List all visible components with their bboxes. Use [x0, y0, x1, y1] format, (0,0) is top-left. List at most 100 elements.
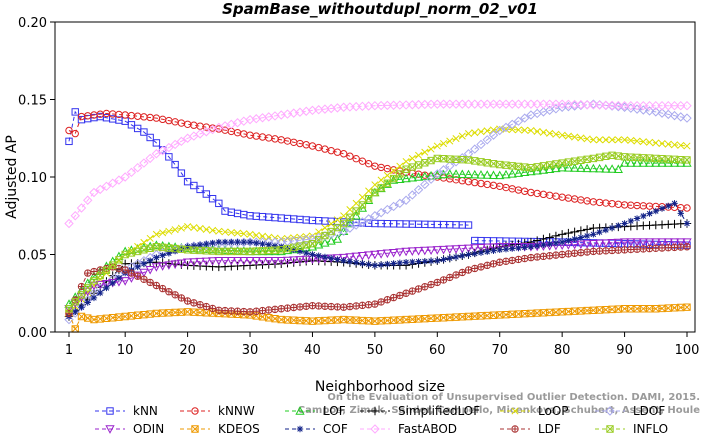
- data-point-fastabod: [370, 100, 380, 111]
- data-point-ldf: [552, 251, 560, 259]
- data-point-ldof: [663, 109, 673, 120]
- data-point-odin: [619, 238, 630, 247]
- data-point-ldof: [420, 179, 430, 190]
- data-point-odin: [601, 239, 611, 248]
- data-point-fastabod: [594, 100, 605, 110]
- data-point-lof: [576, 163, 586, 172]
- data-point-ldof: [357, 217, 368, 227]
- data-point-knnw: [321, 145, 329, 153]
- x-tick-label: 1: [65, 343, 73, 358]
- data-point-inflo: [570, 157, 579, 165]
- data-point-odin: [251, 257, 261, 266]
- data-point-inflo: [71, 298, 79, 306]
- data-point-fastabod: [669, 100, 680, 111]
- data-point-fastabod: [145, 153, 155, 164]
- data-point-inflo: [377, 184, 385, 192]
- data-point-odin: [151, 263, 162, 272]
- data-point-ldf: [446, 273, 454, 282]
- data-point-knn: [464, 221, 473, 229]
- data-point-loop: [614, 136, 622, 144]
- data-point-fastabod: [76, 203, 87, 213]
- legend-label-fastabod: FastABOD: [398, 422, 457, 434]
- data-point-ldf: [558, 250, 566, 259]
- legend-marker-simplifiedlof: [370, 406, 380, 416]
- data-point-simplifiedlof: [570, 227, 579, 237]
- data-point-odin: [363, 251, 374, 260]
- data-point-cof: [253, 239, 260, 247]
- data-point-odin: [632, 238, 642, 247]
- data-point-loop: [371, 181, 379, 189]
- data-point-cof: [465, 251, 472, 258]
- data-point-odin: [445, 245, 455, 255]
- data-point-inflo: [96, 271, 104, 280]
- data-point-inflo: [558, 159, 566, 167]
- data-point-ldf: [84, 269, 92, 277]
- data-point-inflo: [564, 158, 573, 166]
- data-point-fastabod: [64, 218, 74, 229]
- data-point-inflo: [408, 163, 417, 171]
- data-point-fastabod: [476, 99, 486, 109]
- data-point-ldf: [489, 260, 498, 268]
- data-point-inflo: [364, 195, 373, 203]
- data-point-ldof: [370, 211, 380, 221]
- data-point-kdeos: [115, 313, 123, 321]
- data-point-odin: [638, 238, 648, 247]
- data-point-fastabod: [507, 99, 517, 109]
- data-point-fastabod: [70, 211, 80, 221]
- data-point-loop: [652, 139, 660, 147]
- data-point-ldf: [483, 261, 491, 269]
- data-point-ldf: [90, 267, 98, 276]
- data-point-odin: [120, 277, 130, 286]
- data-point-odin: [164, 261, 174, 270]
- data-point-cof: [515, 244, 522, 252]
- data-point-ldof: [413, 185, 424, 195]
- data-point-loop: [639, 138, 647, 146]
- data-point-ldf: [414, 285, 423, 293]
- x-tick-label: 10: [117, 343, 134, 358]
- data-point-lof: [482, 170, 492, 179]
- data-point-lof: [476, 170, 486, 179]
- data-point-cof: [671, 200, 678, 207]
- data-point-ldf: [602, 247, 610, 255]
- data-point-simplifiedlof: [576, 226, 586, 235]
- data-point-cof: [146, 257, 154, 264]
- data-point-ldof: [638, 105, 649, 115]
- data-point-ldf: [208, 304, 217, 313]
- data-point-inflo: [589, 154, 598, 163]
- data-point-fastabod: [382, 100, 393, 111]
- data-point-cof: [196, 241, 204, 249]
- data-point-lof: [89, 271, 99, 280]
- data-point-fastabod: [107, 178, 118, 188]
- data-point-cof: [303, 249, 310, 257]
- data-point-ldof: [445, 161, 455, 171]
- data-point-loop: [402, 157, 410, 166]
- data-point-lof: [83, 278, 93, 287]
- legend-marker-knn: [106, 407, 114, 415]
- data-point-fastabod: [482, 99, 492, 109]
- data-point-inflo: [583, 155, 591, 164]
- data-point-odin: [170, 260, 180, 269]
- data-point-ldf: [221, 306, 229, 315]
- data-point-loop: [377, 176, 385, 184]
- data-point-lof: [463, 169, 474, 179]
- data-point-inflo: [277, 246, 285, 254]
- data-point-cof: [265, 241, 272, 249]
- data-point-knnw: [364, 159, 373, 168]
- legend-item-cof: COF: [285, 422, 348, 434]
- data-point-lof: [582, 163, 592, 173]
- data-point-loop: [221, 228, 229, 236]
- data-point-ldf: [433, 278, 442, 287]
- data-point-ldf: [377, 298, 385, 306]
- data-point-ldof: [463, 149, 474, 159]
- data-point-odin: [357, 252, 368, 261]
- data-point-inflo: [595, 153, 604, 162]
- y-axis: 0.00 0.05 0.10 0.15 0.20: [18, 16, 55, 341]
- data-point-kdeos: [683, 303, 691, 311]
- data-point-lof: [569, 163, 580, 172]
- data-point-loop: [415, 151, 423, 159]
- series-inflo: [65, 151, 691, 313]
- data-point-loop: [539, 128, 547, 136]
- data-point-loop: [258, 232, 267, 240]
- data-point-kdeos: [670, 304, 679, 312]
